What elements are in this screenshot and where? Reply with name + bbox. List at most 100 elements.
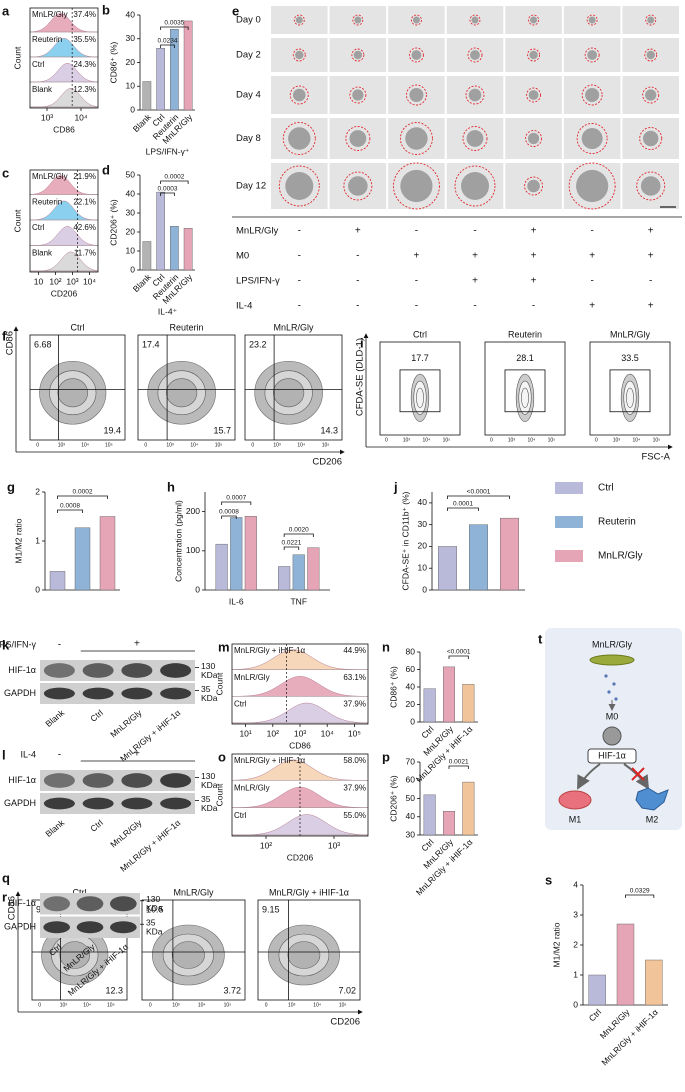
diagram-arrow (623, 763, 650, 790)
organoid-outline (469, 14, 481, 26)
marker-unit: KDa (146, 927, 163, 937)
condition-sign: - (356, 276, 359, 287)
marker-unit: KDa (201, 780, 218, 790)
blot-band (160, 773, 192, 788)
gate-percent: 33.5 (621, 353, 639, 363)
row-label: Ctrl (234, 811, 247, 820)
marker-size: 130 (146, 894, 160, 904)
panel-letter: p (382, 749, 390, 764)
plot-title: Ctrl (71, 322, 85, 332)
x-tick-label: 10⁴ (190, 442, 198, 448)
organoid-outline (345, 126, 371, 151)
bar (462, 684, 475, 723)
organoid-outline (527, 48, 541, 62)
x-tick-label: 10³ (288, 1002, 296, 1008)
legend-swatch (555, 550, 583, 562)
row-label: Blank (32, 85, 53, 94)
y-tick-label: 30 (126, 33, 136, 43)
organoid-outline (467, 47, 483, 63)
x-tick-label: 0 (36, 442, 39, 448)
organoid (292, 88, 306, 102)
quadrant-percent: 3.72 (223, 985, 241, 995)
legend-label: MnLR/Gly (598, 551, 642, 562)
gate-percent: 28.1 (516, 353, 534, 363)
y-axis-label: Count (12, 209, 22, 232)
x-tick-label: 10⁴ (198, 1002, 206, 1008)
condition-sign: + (648, 226, 654, 237)
y-tick-label: 10 (126, 81, 136, 91)
contour (59, 941, 91, 969)
organoid-outline (278, 165, 320, 207)
panel-letter: g (7, 479, 15, 494)
organoid-outline (352, 14, 364, 26)
x-axis-label: FSC-A (642, 452, 671, 463)
significance-bracket (221, 501, 252, 505)
y-axis-label: CD86⁺ (%) (108, 41, 118, 83)
plot-title: Reuterin (508, 329, 542, 339)
row-percent: 55.0% (343, 811, 366, 820)
significance-label: 0.0008 (60, 503, 80, 510)
diagram-node: M2 (646, 814, 659, 824)
row-label: MnLR/Gly (234, 783, 270, 792)
bar (170, 29, 179, 111)
organoid-outline (454, 165, 496, 207)
condition-sign: + (472, 276, 478, 287)
row-percent: 22.1% (73, 198, 96, 207)
y-tick-label: 30 (418, 519, 428, 529)
lane-label: Blank (43, 707, 66, 729)
particle (604, 674, 608, 678)
organoid (461, 172, 489, 200)
bar (278, 566, 291, 591)
y-axis-label: CD86 (5, 331, 16, 355)
treatment-sign: - (58, 640, 61, 651)
blot-band (160, 663, 192, 678)
macrophage (602, 726, 622, 746)
significance-bracket (283, 546, 300, 550)
legend-swatch (555, 482, 583, 494)
contour (57, 378, 89, 408)
y-tick-label: 10 (126, 245, 136, 255)
significance-bracket (448, 765, 469, 769)
significance-bracket (625, 894, 655, 898)
quadrant-percent: 6.68 (34, 339, 52, 349)
histogram-frame (29, 169, 99, 273)
bar (215, 543, 228, 591)
bar (423, 688, 436, 723)
x-axis-label: CD206 (51, 288, 78, 298)
condition-sign: - (532, 301, 535, 312)
organoid (354, 16, 362, 24)
significance-bracket (160, 26, 189, 30)
x-tick-label: 10³ (613, 437, 621, 443)
condition-sign: - (356, 251, 359, 262)
condition-sign: + (472, 251, 478, 262)
x-tick-label: 10⁴ (74, 112, 87, 122)
bar (588, 974, 606, 1006)
condition-sign: + (589, 301, 595, 312)
organoid (646, 50, 655, 60)
significance-label: 0.0001 (453, 501, 473, 508)
blot-band (110, 921, 137, 934)
condition-name: LPS/IFN-γ (236, 276, 280, 287)
x-axis-label: CD86 (289, 740, 311, 750)
quadrant-percent: 9.15 (262, 904, 280, 914)
plot-frame (379, 341, 461, 436)
organoid-outline (282, 122, 316, 155)
organoid (466, 130, 484, 147)
plot-frame (141, 899, 246, 1001)
plot-title: Ctrl (413, 329, 427, 339)
m2-cell (635, 787, 669, 811)
organoid-outline (581, 84, 603, 106)
bar (156, 48, 165, 111)
condition-sign: + (589, 251, 595, 262)
condition-sign: - (590, 226, 593, 237)
row-percent: 37.9% (343, 783, 366, 792)
panel-letter: n (382, 639, 390, 654)
organoid-outline (410, 14, 422, 26)
significance-label: 0.0221 (282, 540, 302, 547)
panel-letter: c (2, 165, 9, 180)
histogram-curve (29, 200, 99, 221)
blot-strip (40, 660, 195, 681)
organoid-outline (645, 14, 657, 26)
x-tick-label: 10⁵ (107, 1002, 115, 1008)
row-label: MnLR/Gly + iHIF-1α (234, 756, 305, 765)
